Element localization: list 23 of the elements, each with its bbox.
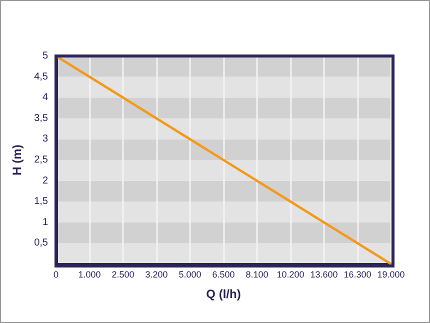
y-tick-label: 0,5 bbox=[34, 238, 48, 249]
x-tick-label: 19.000 bbox=[377, 270, 405, 280]
x-tick-label: 1.000 bbox=[78, 270, 101, 280]
y-tick-label: 5 bbox=[42, 50, 48, 62]
y-tick-label: 1 bbox=[42, 216, 48, 228]
y-tick-label: 2,5 bbox=[34, 154, 48, 166]
x-tick-label: 8.100 bbox=[246, 270, 268, 280]
y-tick-label: 3 bbox=[42, 134, 48, 145]
y-tick-label: 4,5 bbox=[34, 71, 48, 82]
y-axis-title: H (m) bbox=[10, 144, 24, 176]
x-tick-label: 6.500 bbox=[212, 270, 235, 280]
x-tick-label: 0 bbox=[53, 270, 59, 280]
y-tick-label: 3,5 bbox=[34, 112, 48, 124]
x-tick-label: 5.000 bbox=[178, 270, 202, 280]
x-tick-label: 2.500 bbox=[112, 270, 134, 280]
x-tick-label: 16.300 bbox=[344, 270, 372, 280]
y-tick-label: 1,5 bbox=[34, 196, 48, 208]
y-tick-label: 4 bbox=[42, 92, 48, 104]
x-tick-label: 10.200 bbox=[276, 270, 304, 280]
x-tick-label: 13.600 bbox=[310, 270, 338, 280]
y-tick-label: 2 bbox=[42, 175, 48, 186]
x-axis-title: Q (l/h) bbox=[206, 287, 241, 301]
x-tick-label: 3.200 bbox=[145, 270, 168, 280]
